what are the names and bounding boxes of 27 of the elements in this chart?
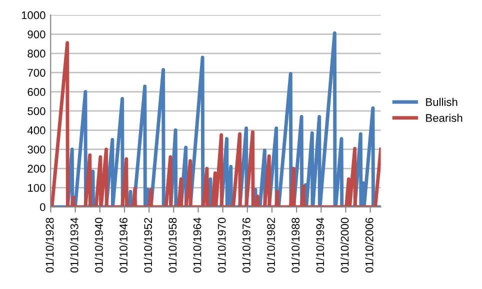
y-tick-label: 1000	[22, 11, 46, 20]
y-tick-label: 800	[28, 50, 46, 58]
x-tick-label: 01/10/2006	[365, 218, 374, 273]
x-tick-label: 01/10/1982	[266, 218, 275, 273]
x-tick-label: 01/10/1928	[46, 218, 54, 273]
y-tick-label: 400	[27, 126, 46, 134]
y-tick-label: 500	[28, 107, 46, 116]
x-tick-label: 01/10/1934	[70, 218, 78, 273]
x-tick-label: 01/10/1940	[94, 218, 103, 273]
x-tick-label: 01/10/2000	[340, 218, 349, 273]
y-tick-label: 100	[28, 184, 46, 192]
x-tick-label: 01/10/1988	[291, 218, 300, 273]
x-tick-label: 01/10/1994	[316, 218, 324, 273]
y-tick-label: 600	[28, 88, 46, 96]
legend-label: Bullish	[426, 98, 458, 106]
y-tick-label: 900	[28, 30, 46, 38]
y-tick-label: 700	[28, 68, 46, 77]
x-tick-label: 01/10/1958	[168, 218, 177, 273]
x-tick-label: 01/10/1976	[242, 218, 250, 273]
x-tick-label: 01/10/1970	[218, 218, 226, 273]
y-tick-label: 200	[28, 164, 46, 173]
y-tick-label: 0	[40, 203, 46, 212]
legend-label: Bearish	[426, 114, 462, 122]
y-tick-label: 300	[28, 146, 46, 154]
x-tick-label: 01/10/1964	[193, 218, 202, 273]
x-tick-label: 01/10/1952	[144, 218, 152, 273]
x-tick-label: 01/10/1946	[119, 218, 128, 273]
